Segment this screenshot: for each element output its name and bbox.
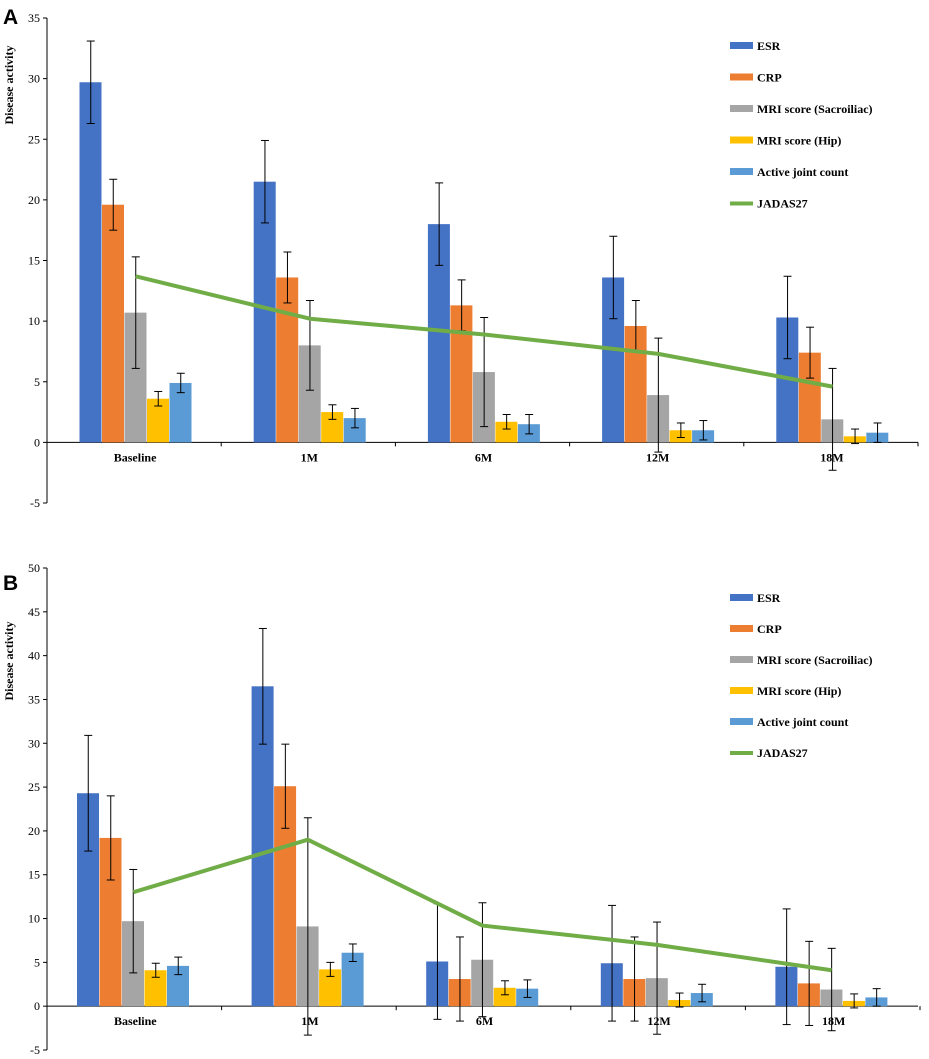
bar-active-joint-count xyxy=(167,965,189,1007)
y-tick-label: 30 xyxy=(28,736,40,750)
legend-label-crp: CRP xyxy=(757,71,782,85)
x-tick-label: 18M xyxy=(822,1014,845,1028)
bar-esr xyxy=(79,82,102,443)
legend-label-mri-score-hip: MRI score (Hip) xyxy=(757,134,841,148)
line-jadas27 xyxy=(132,837,832,973)
bar-active-joint-count xyxy=(169,382,192,443)
y-tick-label: -5 xyxy=(30,1043,40,1057)
bar-esr xyxy=(602,277,625,443)
y-tick-label: 25 xyxy=(28,132,40,146)
bar-mri-score-hip xyxy=(495,421,518,443)
bar-mri-score-hip xyxy=(144,970,167,1007)
legend-label-jadas27: JADAS27 xyxy=(757,746,808,760)
legend-label-active-joint-count: Active joint count xyxy=(757,165,848,179)
legend-swatch-mri-score-hip xyxy=(730,687,753,694)
panel-label-a: A xyxy=(3,6,18,29)
legend-label-esr: ESR xyxy=(757,591,781,605)
y-tick-label: 30 xyxy=(28,72,40,86)
chart-panel-b: B Disease activity -5 0 5 10 15 20 25 30 35 40 45 5… xyxy=(2,561,921,1057)
bar-esr xyxy=(251,686,274,1007)
chart-panel-a: A Disease activity -5 0 5 10 15 20 25 30 35 Basel… xyxy=(2,6,919,510)
y-tick-label: 40 xyxy=(28,649,40,663)
legend-swatch-crp xyxy=(730,73,753,81)
y-tick-label: 45 xyxy=(28,605,40,619)
y-tick-label: 15 xyxy=(28,254,40,268)
legend-swatch-active-joint-count xyxy=(730,168,753,175)
legend-label-mri-score-sacroiliac: MRI score (Sacroiliac) xyxy=(757,102,873,116)
legend-swatch-crp xyxy=(730,625,753,632)
bar-active-joint-count xyxy=(341,952,364,1007)
legend-label-esr: ESR xyxy=(757,39,781,53)
line-jadas27 xyxy=(135,274,833,389)
x-tick-label: 1M xyxy=(301,1014,318,1028)
legend-swatch-esr xyxy=(730,594,753,601)
x-tick-label: Baseline xyxy=(114,450,157,464)
legend-label-crp: CRP xyxy=(757,622,782,636)
bar-esr xyxy=(253,181,276,443)
bar-crp xyxy=(798,352,821,443)
legend-swatch-mri-score-hip xyxy=(730,136,753,144)
y-tick-label: 20 xyxy=(28,824,40,838)
bar-mri-score-sacroiliac xyxy=(298,345,321,443)
x-tick-label: 12M xyxy=(647,1014,670,1028)
y-axis-label-b: Disease activity xyxy=(2,622,16,701)
y-tick-label: 10 xyxy=(28,314,40,328)
axes-a: -5 0 5 10 15 20 25 30 35 Baseline 1M 6M 12M 18M xyxy=(28,11,919,510)
bar-crp xyxy=(274,786,297,1007)
y-tick-label: 0 xyxy=(34,435,40,449)
jadas-line-b xyxy=(132,837,832,973)
y-tick-label: -5 xyxy=(30,496,40,510)
bar-mri-score-hip xyxy=(321,412,344,443)
bars-b xyxy=(77,627,888,1036)
bars-a xyxy=(79,40,889,471)
y-tick-label: 50 xyxy=(28,561,40,575)
bar-mri-score-hip xyxy=(493,987,516,1007)
legend-swatch-mri-score-sacroiliac xyxy=(730,105,753,112)
y-tick-label: 0 xyxy=(34,999,40,1013)
legend-swatch-esr xyxy=(730,42,753,49)
x-tick-label: Baseline xyxy=(114,1014,157,1028)
bar-mri-score-hip xyxy=(319,969,342,1007)
y-tick-label: 35 xyxy=(28,692,40,706)
bar-crp xyxy=(102,204,124,443)
legend-label-mri-score-hip: MRI score (Hip) xyxy=(757,684,841,698)
y-tick-label: 10 xyxy=(28,912,40,926)
legend-label-active-joint-count: Active joint count xyxy=(757,715,848,729)
legend-swatch-active-joint-count xyxy=(730,718,753,725)
y-tick-label: 5 xyxy=(34,955,40,969)
bar-esr xyxy=(427,224,450,443)
legend-swatch-mri-score-sacroiliac xyxy=(730,656,753,663)
y-axis-label-a: Disease activity xyxy=(2,46,16,125)
bar-mri-score-hip xyxy=(147,398,169,443)
bar-active-joint-count xyxy=(343,418,366,443)
legend-label-mri-score-sacroiliac: MRI score (Sacroiliac) xyxy=(757,653,873,667)
y-tick-label: 5 xyxy=(34,375,40,389)
y-tick-label: 25 xyxy=(28,780,40,794)
bar-crp xyxy=(99,837,122,1007)
legend-b: ESR CRP MRI score (Sacroiliac) MRI score (H… xyxy=(730,591,873,760)
bar-mri-score-sacroiliac xyxy=(124,312,147,443)
y-tick-label: 20 xyxy=(28,193,40,207)
bar-crp xyxy=(624,325,647,443)
panel-label-b: B xyxy=(3,572,18,595)
bar-crp xyxy=(276,277,299,443)
x-tick-label: 6M xyxy=(476,1014,493,1028)
x-tick-label: 12M xyxy=(646,450,669,464)
jadas-line-a xyxy=(135,274,833,389)
y-tick-label: 35 xyxy=(28,11,40,25)
x-tick-label: 6M xyxy=(475,450,492,464)
y-tick-label: 15 xyxy=(28,868,40,882)
bar-crp xyxy=(450,305,473,443)
bar-esr xyxy=(77,793,99,1007)
legend-label-jadas27: JADAS27 xyxy=(757,197,808,211)
legend-a: ESR CRP MRI score (Sacroiliac) MRI score (H… xyxy=(730,39,873,211)
x-tick-label: 1M xyxy=(301,450,318,464)
x-tick-label: 18M xyxy=(820,450,843,464)
